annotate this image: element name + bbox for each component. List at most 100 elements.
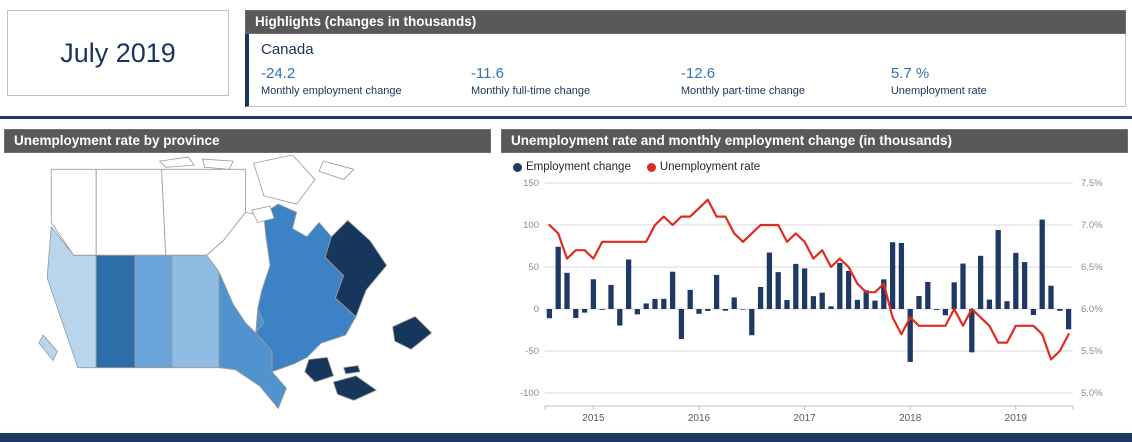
employment-change-bar [819,292,825,309]
stat-employment-change: -24.2 Monthly employment change [261,65,471,97]
left-axis-label: -50 [525,346,539,357]
employment-change-bar [942,309,949,316]
stat-value: -12.6 [680,65,716,82]
employment-change-bar [581,309,588,313]
employment-change-bar [564,272,570,309]
employment-change-bar [608,284,614,309]
employment-change-bar [784,300,790,309]
region-northwest-territories [95,168,167,256]
x-axis-year-label: 2018 [899,413,922,424]
right-axis-label: 6.5% [1081,262,1103,273]
employment-change-bar [661,298,667,309]
stat-value: -24.2 [261,65,296,82]
region-vancouver-island [38,334,58,361]
right-axis-label: 5.5% [1081,346,1103,357]
left-axis-label: 0 [534,304,539,315]
right-axis-label: 6.0% [1081,304,1103,315]
employment-change-bar [740,309,746,310]
legend-dot-employment [513,162,522,172]
employment-change-bar [696,309,702,314]
region-manitoba [171,254,220,369]
employment-change-bar [1013,252,1019,309]
region-labrador [324,220,387,317]
employment-change-bar [713,274,720,309]
employment-change-bar [801,268,808,309]
employment-change-bar [1039,219,1045,309]
region-nova-scotia [332,375,377,401]
stat-value: 5.7 % [890,65,930,82]
employment-change-bar [705,309,711,311]
employment-change-bar [1048,285,1054,309]
left-axis-label: 100 [523,220,539,231]
employment-change-bar [977,255,984,309]
employment-change-bar [1021,262,1028,309]
stat-label: Monthly part-time change [680,85,805,97]
island-ellesmere [318,160,355,180]
x-axis-year-label: 2019 [1005,413,1028,424]
employment-change-bar [960,263,966,309]
employment-change-bar [889,242,896,309]
employment-change-bar [617,309,623,326]
employment-change-bar [995,229,1001,309]
employment-change-bar [863,290,869,309]
canada-map-svg [38,154,432,409]
highlights-header: Highlights (changes in thousands) [245,10,1126,34]
employment-change-bar [643,303,649,309]
stat-parttime-change: -12.6 Monthly part-time change [681,65,891,97]
employment-change-bar [898,242,905,309]
employment-change-bar [916,296,922,309]
region-newfoundland [392,316,432,350]
employment-change-bar [669,271,676,309]
employment-change-bar [810,296,817,309]
employment-change-bar [757,286,764,309]
chart-panel: Unemployment rate and monthly employment… [501,129,1128,434]
employment-change-bar [731,297,737,309]
chart-legend: Employment change Unemployment rate [501,153,1128,175]
section-divider [0,116,1132,119]
region-yukon [50,168,97,256]
top-row: July 2019 Highlights (changes in thousan… [0,0,1132,107]
island-baffin [253,154,316,205]
employment-change-bar [951,282,957,309]
employment-change-bar [872,300,878,309]
right-axis-label: 5.0% [1081,388,1103,399]
legend-label: Unemployment rate [659,161,761,173]
right-axis-label: 7.0% [1081,220,1103,231]
employment-change-bar [599,309,605,310]
footer-bar [0,433,1132,442]
employment-change-bar [775,272,781,309]
stat-value: -11.6 [470,65,505,82]
report-period-label: July 2019 [60,37,176,68]
chart-panel-header: Unemployment rate and monthly employment… [501,129,1128,153]
employment-change-bar [907,309,913,362]
unemployment-rate-line [548,198,1070,361]
stat-unemployment-rate: 5.7 % Unemployment rate [891,65,1101,97]
employment-change-bar [555,246,561,309]
employment-change-bar [766,252,773,309]
employment-change-bar [1057,309,1063,311]
legend-item-employment-change: Employment change [513,161,631,173]
employment-change-bar [793,263,799,309]
region-saskatchewan [134,254,173,369]
region-new-brunswick [304,357,334,383]
left-axis-label: 50 [528,262,539,273]
combo-chart: 150 7.5% 100 7.0% 50 6.5% 0 6.0% -50 5.5% -100 5.0%… [520,178,1103,424]
island-southampton [251,205,275,223]
employment-change-bar [854,299,861,309]
highlights-region: Canada [261,41,314,58]
employment-change-bar [837,262,843,309]
x-axis-year-label: 2016 [688,413,711,424]
island-banks [159,156,195,168]
left-axis-label: -100 [520,388,539,399]
employment-change-bar [625,259,632,309]
employment-change-bar [925,281,931,309]
employment-change-bar [652,298,658,309]
highlights-section: Highlights (changes in thousands) Canada… [245,10,1126,107]
employment-change-bar [845,270,852,309]
main-row: Unemployment rate by province [0,129,1132,434]
legend-item-unemployment-rate: Unemployment rate [646,161,761,173]
legend-label: Employment change [526,161,631,173]
employment-change-bar [749,309,755,336]
employment-change-bar [1065,309,1072,330]
stat-fulltime-change: -11.6 Monthly full-time change [471,65,681,97]
